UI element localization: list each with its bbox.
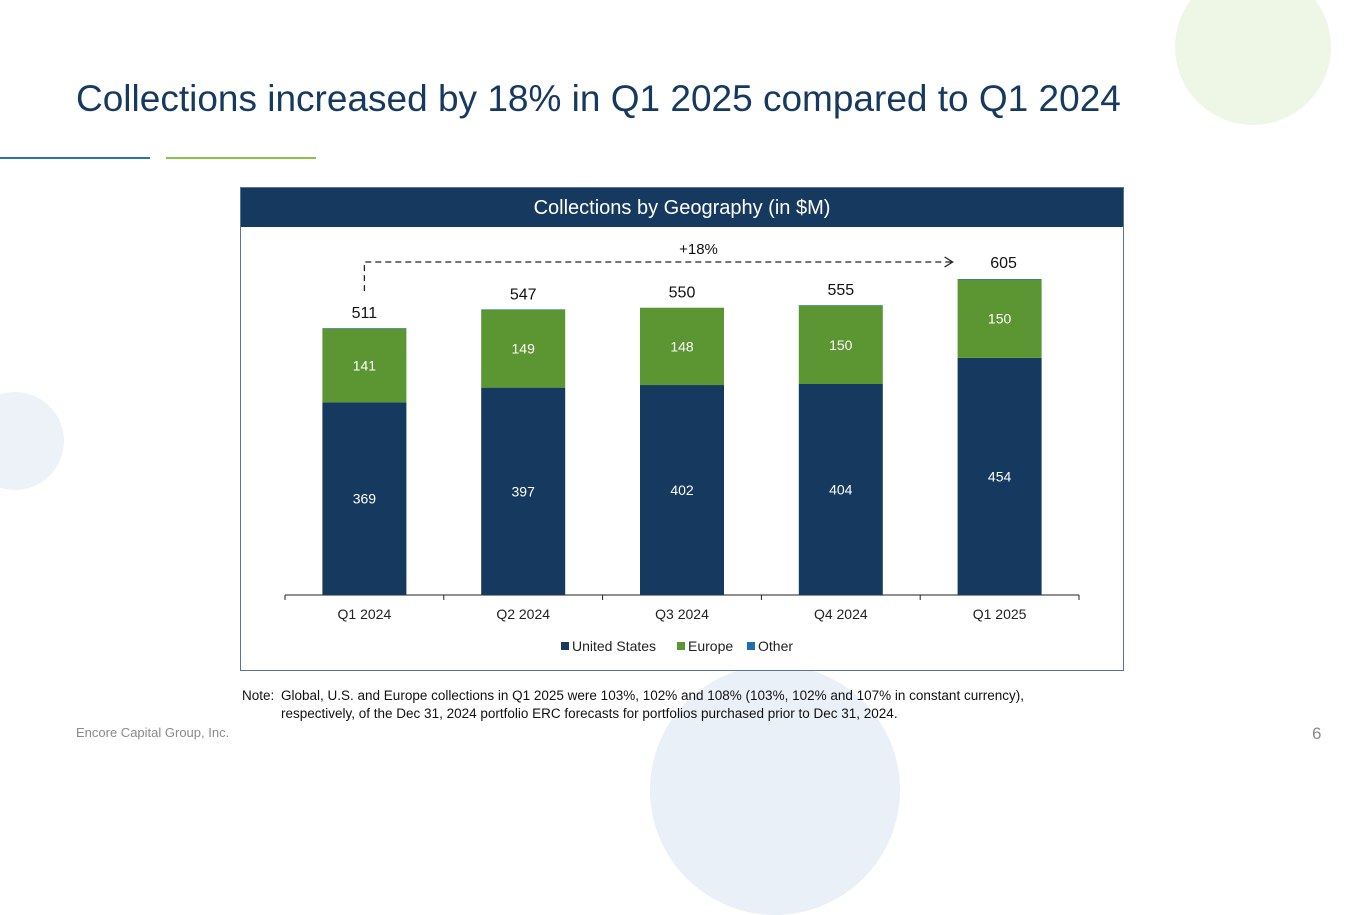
- legend-swatch-united-states: [561, 642, 569, 650]
- data-label-united-states: 454: [988, 468, 1012, 484]
- bar-europe: [957, 279, 1042, 358]
- legend-swatch-other: [747, 642, 755, 650]
- title-rule-green: [166, 157, 316, 159]
- x-tick-label: Q4 2024: [814, 606, 868, 622]
- bar-united-states: [322, 402, 407, 595]
- bar-europe: [798, 305, 883, 384]
- chart-panel: 369 141 Q1 2024 397 149 Q2 2024 402 148 Q3 2024 4…: [240, 187, 1124, 671]
- total-label: 550: [669, 285, 696, 302]
- x-tick-label: Q1 2025: [973, 606, 1027, 622]
- data-label-united-states: 369: [353, 491, 377, 507]
- total-label: 547: [510, 286, 537, 303]
- data-label-united-states: 404: [829, 481, 853, 497]
- bar-other: [957, 279, 1042, 280]
- bar-united-states: [640, 385, 724, 595]
- decorative-circle-left: [0, 392, 64, 490]
- growth-bracket: [363, 261, 953, 292]
- legend-label-europe: Europe: [688, 638, 733, 654]
- data-label-united-states: 402: [670, 482, 694, 498]
- x-tick-label: Q3 2024: [655, 606, 709, 622]
- bar-europe: [322, 328, 407, 403]
- legend-label-other: Other: [758, 638, 793, 654]
- bar-united-states: [798, 383, 883, 595]
- title-rule-blue: [0, 157, 150, 159]
- bar-united-states: [481, 387, 566, 595]
- growth-arrowhead: [944, 256, 954, 268]
- slide-title: Collections increased by 18% in Q1 2025 …: [76, 78, 1121, 119]
- data-label-united-states: 397: [512, 483, 536, 499]
- legend-label-united-states: United States: [572, 638, 656, 654]
- data-label-europe: 149: [512, 341, 536, 357]
- data-label-europe: 141: [353, 357, 377, 373]
- total-label: 555: [827, 282, 854, 299]
- bar-other: [798, 305, 883, 306]
- legend-swatch-europe: [677, 642, 685, 650]
- bar-europe: [640, 307, 724, 386]
- bar-other: [481, 309, 566, 310]
- data-label-europe: 148: [670, 338, 694, 354]
- total-label: 605: [990, 255, 1017, 272]
- page-number: 6: [1312, 724, 1322, 743]
- x-tick-label: Q1 2024: [338, 606, 392, 622]
- chart-title: Collections by Geography (in $M): [241, 188, 1123, 227]
- x-tick-label: Q2 2024: [496, 606, 550, 622]
- decorative-circle-top-right: [1175, 0, 1331, 125]
- company-footer: Encore Capital Group, Inc.: [76, 725, 230, 740]
- data-label-europe: 150: [988, 311, 1012, 327]
- bar-other: [322, 328, 407, 329]
- bar-europe: [481, 309, 566, 388]
- footnote-label: Note:: [242, 688, 275, 703]
- footnote-text: Global, U.S. and Europe collections in Q…: [281, 688, 1024, 721]
- data-label-europe: 150: [829, 337, 853, 353]
- growth-annotation: +18%: [679, 241, 718, 258]
- bar-united-states: [957, 357, 1042, 595]
- total-label: 511: [352, 305, 378, 322]
- stacked-bar-chart: 369 141 Q1 2024 397 149 Q2 2024 402 148 Q3 2024 4…: [284, 241, 1080, 654]
